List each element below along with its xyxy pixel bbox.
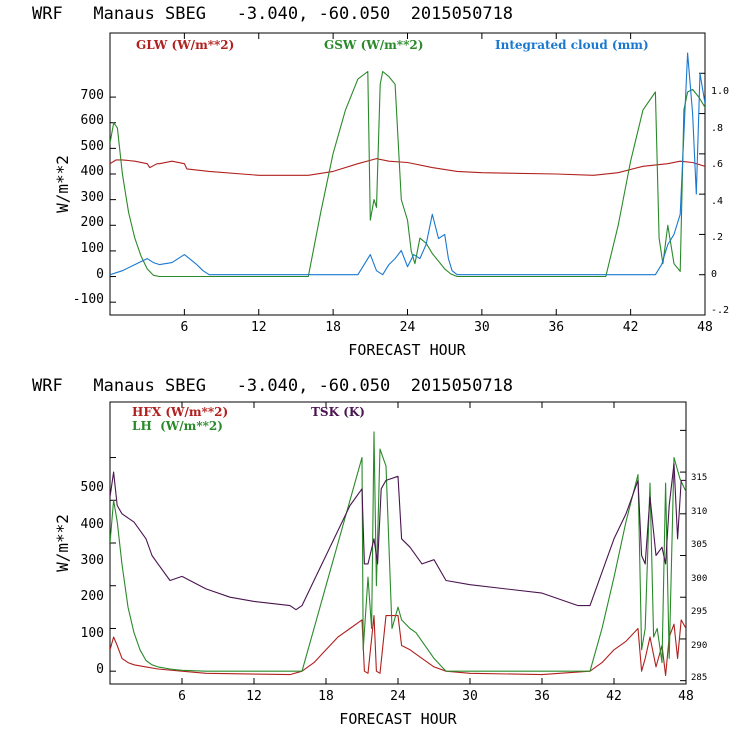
top-ytick: 700 bbox=[81, 88, 104, 103]
series-line-lh bbox=[110, 431, 686, 672]
bottom-x-axis: 6 12 18 24 30 36 42 48 bbox=[178, 689, 694, 704]
top-ytick: 400 bbox=[81, 164, 104, 179]
top-y2tick: .2 bbox=[711, 232, 723, 243]
bottom-xtick: 30 bbox=[462, 689, 478, 704]
bottom-xtick: 12 bbox=[246, 689, 262, 704]
bottom-series bbox=[110, 402, 686, 684]
bottom-y2tick: 315 bbox=[691, 473, 707, 483]
bottom-y2tick: 310 bbox=[691, 507, 707, 517]
bottom-title: WRF Manaus SBEG -3.040, -60.050 20150507… bbox=[32, 376, 513, 396]
tick-marks bbox=[110, 33, 705, 316]
series-line-integrated bbox=[110, 52, 705, 276]
top-xtick: 42 bbox=[623, 320, 639, 335]
bottom-y2tick: 285 bbox=[691, 673, 707, 683]
top-y2-axis: -.2 0 .2 .4 .6 .8 1.0 bbox=[711, 86, 729, 316]
top-xtick: 30 bbox=[474, 320, 490, 335]
top-y2tick: -.2 bbox=[711, 305, 729, 316]
top-ytick: -100 bbox=[73, 292, 104, 307]
bottom-ytick: 0 bbox=[96, 662, 104, 677]
top-xtick: 36 bbox=[548, 320, 564, 335]
top-xtick: 12 bbox=[251, 320, 267, 335]
top-panel: WRF Manaus SBEG -3.040, -60.050 20150507… bbox=[32, 4, 729, 359]
bottom-plot-frame bbox=[109, 401, 687, 685]
bottom-x-axis-label: FORECAST HOUR bbox=[339, 710, 457, 728]
top-ytick: 600 bbox=[81, 113, 104, 128]
bottom-y2tick: 300 bbox=[691, 574, 707, 584]
bottom-ytick: 500 bbox=[81, 480, 104, 495]
top-y2tick: .8 bbox=[711, 123, 723, 134]
top-ytick: 300 bbox=[81, 190, 104, 205]
top-x-axis: 6 12 18 24 30 36 42 48 bbox=[180, 320, 712, 335]
top-xtick: 6 bbox=[180, 320, 188, 335]
bottom-y-axis: 0 100 200 300 400 500 bbox=[81, 480, 104, 677]
top-y2tick: 1.0 bbox=[711, 86, 729, 97]
top-y-axis: -100 0 100 200 300 400 500 600 700 bbox=[73, 88, 104, 307]
tick-marks bbox=[110, 402, 686, 684]
series-line-hfx bbox=[110, 615, 686, 677]
top-title: WRF Manaus SBEG -3.040, -60.050 20150507… bbox=[32, 4, 513, 24]
legend-lh: LH (W/m**2) bbox=[132, 419, 223, 433]
bottom-xtick: 6 bbox=[178, 689, 186, 704]
bottom-ytick: 200 bbox=[81, 589, 104, 604]
bottom-ytick: 400 bbox=[81, 517, 104, 532]
top-ytick: 500 bbox=[81, 139, 104, 154]
bottom-y2-axis: 285 290 295 300 305 310 315 bbox=[691, 473, 707, 683]
top-xtick: 24 bbox=[400, 320, 416, 335]
bottom-ytick: 300 bbox=[81, 553, 104, 568]
legend-hfx: HFX (W/m**2) bbox=[132, 405, 228, 419]
top-ytick: 100 bbox=[81, 241, 104, 256]
bottom-xtick: 36 bbox=[534, 689, 550, 704]
bottom-panel: WRF Manaus SBEG -3.040, -60.050 20150507… bbox=[32, 376, 707, 728]
top-y-axis-label: W/m**2 bbox=[53, 155, 72, 213]
top-xtick: 18 bbox=[325, 320, 341, 335]
top-xtick: 48 bbox=[697, 320, 713, 335]
top-series bbox=[110, 33, 705, 316]
bottom-xtick: 18 bbox=[318, 689, 334, 704]
bottom-y2tick: 305 bbox=[691, 540, 707, 550]
legend-glw: GLW (W/m**2) bbox=[136, 38, 234, 52]
top-x-axis-label: FORECAST HOUR bbox=[348, 341, 466, 359]
top-y2tick: 0 bbox=[711, 269, 717, 280]
legend-tsk: TSK (K) bbox=[311, 405, 365, 419]
top-y2tick: .6 bbox=[711, 159, 723, 170]
top-ytick: 200 bbox=[81, 215, 104, 230]
bottom-y-axis-label: W/m**2 bbox=[53, 514, 72, 572]
top-plot-frame bbox=[109, 32, 706, 316]
legend-integrated-cloud: Integrated cloud (mm) bbox=[495, 38, 649, 52]
bottom-y2tick: 290 bbox=[691, 641, 707, 651]
series-line-gsw bbox=[110, 70, 705, 278]
top-y2tick: .4 bbox=[711, 196, 723, 207]
bottom-xtick: 48 bbox=[678, 689, 694, 704]
legend-gsw: GSW (W/m**2) bbox=[324, 38, 423, 52]
series-line-tsk bbox=[110, 463, 686, 611]
bottom-y2tick: 295 bbox=[691, 607, 707, 617]
bottom-xtick: 42 bbox=[606, 689, 622, 704]
bottom-xtick: 24 bbox=[390, 689, 406, 704]
bottom-ytick: 100 bbox=[81, 626, 104, 641]
series-line-glw bbox=[110, 158, 705, 176]
top-ytick: 0 bbox=[96, 267, 104, 282]
